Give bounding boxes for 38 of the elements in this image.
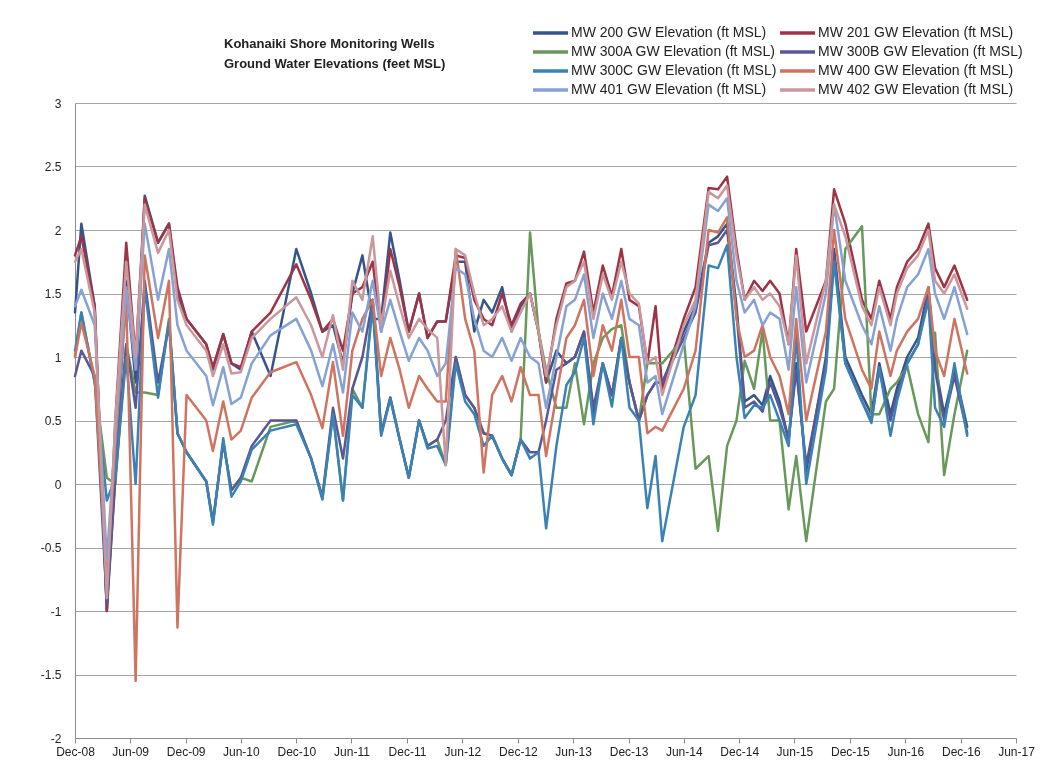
legend-label: MW 300B GW Elevation (ft MSL) bbox=[818, 43, 1023, 59]
y-tick-label: -0.5 bbox=[40, 541, 62, 555]
chart-title: Kohanaiki Shore Monitoring Wells Ground Water Elevations (feet MSL) bbox=[224, 36, 446, 71]
x-tick-label: Jun-16 bbox=[887, 744, 925, 759]
x-tick-label: Dec-09 bbox=[166, 744, 206, 759]
x-tick-label: Jun-09 bbox=[112, 744, 150, 759]
legend-label: MW 400 GW Elevation (ft MSL) bbox=[818, 62, 1014, 78]
x-tick-label: Dec-11 bbox=[388, 744, 427, 759]
x-tick-label: Dec-13 bbox=[609, 744, 649, 759]
legend-label: MW 401 GW Elevation (ft MSL) bbox=[571, 81, 767, 97]
y-tick-label: -1 bbox=[50, 604, 62, 619]
y-tick-label: 0 bbox=[54, 477, 62, 492]
x-tick-label: Jun-11 bbox=[334, 744, 371, 759]
x-tick-label: Dec-12 bbox=[499, 744, 539, 759]
legend-label: MW 201 GW Elevation (ft MSL) bbox=[818, 24, 1014, 40]
x-tick-label: Dec-15 bbox=[831, 744, 871, 759]
x-tick-label: Dec-14 bbox=[720, 744, 760, 759]
y-tick-label: 1 bbox=[54, 350, 62, 365]
y-tick-label: 1.5 bbox=[44, 287, 62, 301]
legend-label: MW 300A GW Elevation (ft MSL) bbox=[571, 43, 775, 59]
x-tick-label: Dec-16 bbox=[941, 744, 981, 759]
x-tick-label: Dec-08 bbox=[56, 744, 96, 759]
y-tick-label: 2 bbox=[54, 223, 62, 238]
legend-label: MW 402 GW Elevation (ft MSL) bbox=[818, 81, 1014, 97]
x-tick-label: Jun-13 bbox=[555, 744, 593, 759]
y-tick-label: -2 bbox=[50, 731, 62, 746]
y-tick-label: 0.5 bbox=[44, 414, 62, 428]
x-tick-label: Jun-17 bbox=[998, 744, 1036, 759]
y-tick-label: 2.5 bbox=[44, 160, 62, 174]
x-tick-label: Jun-15 bbox=[776, 744, 814, 759]
legend-label: MW 200 GW Elevation (ft MSL) bbox=[571, 24, 767, 40]
x-tick-label: Jun-10 bbox=[222, 744, 260, 759]
x-tick-label: Jun-12 bbox=[444, 744, 482, 759]
y-tick-label: 3 bbox=[54, 96, 62, 111]
x-tick-label: Jun-14 bbox=[665, 744, 703, 759]
legend-label: MW 300C GW Elevation (ft MSL) bbox=[571, 62, 777, 78]
y-tick-label: -1.5 bbox=[40, 668, 62, 682]
x-tick-label: Dec-10 bbox=[277, 744, 317, 759]
